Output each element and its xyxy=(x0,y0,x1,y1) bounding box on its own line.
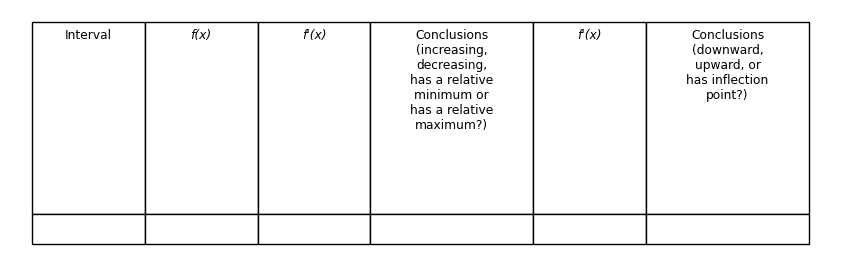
Bar xyxy=(145,23,257,214)
Text: Conclusions
(downward,
upward, or
has inflection
point?): Conclusions (downward, upward, or has in… xyxy=(686,29,769,102)
Bar xyxy=(533,23,646,214)
Text: Conclusions
(increasing,
decreasing,
has a relative
minimum or
has a relative
ma: Conclusions (increasing, decreasing, has… xyxy=(410,29,494,132)
Text: f(x): f(x) xyxy=(191,29,212,42)
Bar xyxy=(646,214,809,244)
Text: f'(x): f'(x) xyxy=(578,29,602,42)
Text: Interval: Interval xyxy=(65,29,112,42)
Bar xyxy=(32,23,145,214)
Bar xyxy=(533,214,646,244)
Bar xyxy=(32,214,145,244)
Bar xyxy=(257,214,370,244)
Bar xyxy=(145,214,257,244)
Bar xyxy=(646,23,809,214)
Text: f'(x): f'(x) xyxy=(302,29,326,42)
Bar xyxy=(370,214,533,244)
Bar xyxy=(370,23,533,214)
Bar xyxy=(257,23,370,214)
